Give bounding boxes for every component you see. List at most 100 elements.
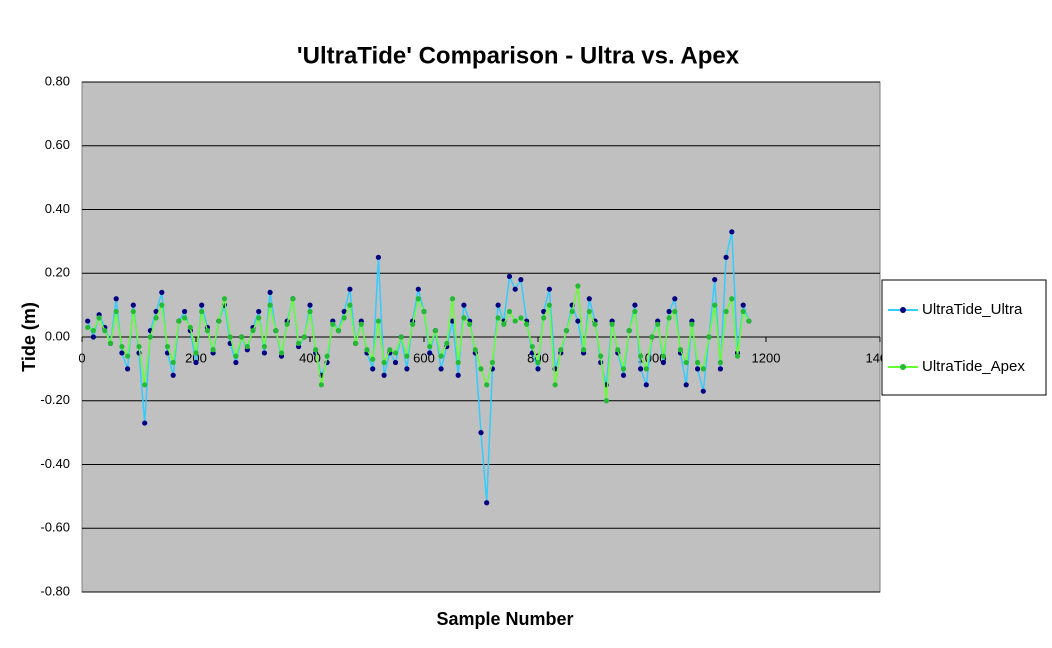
data-point	[546, 302, 553, 308]
data-point	[182, 308, 188, 315]
data-point	[734, 353, 741, 359]
data-point	[347, 286, 353, 292]
data-point	[643, 382, 649, 388]
data-point	[598, 353, 604, 359]
data-point	[518, 277, 524, 283]
y-tick-label: -0.60	[40, 520, 70, 535]
data-point	[563, 328, 570, 334]
legend-marker	[900, 307, 906, 313]
data-point	[307, 302, 313, 308]
data-point	[267, 289, 273, 295]
data-point	[541, 308, 547, 315]
data-point	[159, 302, 165, 308]
data-point	[375, 318, 381, 324]
data-point	[609, 321, 615, 327]
data-point	[364, 347, 370, 353]
data-point	[375, 254, 381, 260]
data-point	[233, 353, 239, 359]
legend-box	[881, 279, 1047, 396]
data-point	[717, 366, 724, 372]
data-point	[347, 302, 353, 308]
data-point	[301, 334, 307, 340]
data-point	[387, 347, 393, 353]
data-point	[404, 353, 410, 359]
data-point	[586, 308, 592, 315]
data-point	[638, 366, 644, 372]
data-point	[586, 296, 592, 302]
data-point	[421, 308, 427, 315]
data-point	[643, 366, 649, 372]
data-point	[221, 296, 228, 302]
data-point	[290, 296, 296, 302]
data-point	[695, 366, 701, 372]
data-point	[136, 343, 142, 350]
data-point	[444, 340, 450, 346]
data-point	[638, 353, 644, 359]
data-point	[484, 500, 490, 506]
chart-title: 'UltraTide' Comparison - Ultra vs. Apex	[297, 42, 740, 69]
data-point	[335, 328, 342, 334]
data-point	[341, 315, 347, 321]
data-point	[318, 382, 324, 388]
data-point	[512, 318, 518, 324]
data-point	[672, 308, 678, 315]
data-point	[370, 356, 376, 362]
data-point	[278, 350, 285, 356]
data-point	[153, 315, 159, 321]
data-point	[170, 359, 176, 366]
data-point	[740, 308, 746, 315]
data-point	[449, 296, 456, 302]
data-point	[632, 308, 638, 315]
data-point	[193, 350, 199, 356]
data-point	[489, 359, 495, 366]
data-point	[142, 420, 148, 426]
data-point	[267, 302, 273, 308]
data-point	[461, 315, 467, 321]
data-point	[199, 302, 205, 308]
data-point	[182, 315, 188, 321]
data-point	[204, 328, 210, 334]
data-point	[620, 366, 627, 372]
data-point	[130, 302, 136, 308]
data-point	[113, 308, 119, 315]
data-point	[410, 321, 416, 327]
y-tick-label: 0.40	[45, 201, 70, 216]
data-point	[404, 366, 410, 372]
data-point	[210, 347, 216, 353]
data-point	[484, 382, 490, 388]
data-point	[729, 296, 735, 302]
data-point	[381, 372, 387, 378]
legend-marker	[900, 364, 906, 370]
data-point	[683, 382, 689, 388]
data-point	[689, 321, 695, 327]
data-point	[341, 308, 347, 315]
data-point	[472, 347, 478, 353]
data-point	[626, 328, 632, 334]
data-point	[660, 353, 667, 359]
data-point	[512, 286, 518, 292]
data-point	[438, 353, 444, 359]
data-point	[683, 359, 689, 366]
y-tick-label: 0.60	[45, 137, 70, 152]
data-point	[147, 334, 153, 340]
data-point	[495, 315, 501, 321]
data-point	[398, 334, 404, 340]
data-point	[723, 308, 729, 315]
data-point	[581, 347, 587, 353]
data-point	[244, 343, 250, 350]
data-point	[592, 321, 598, 327]
data-point	[478, 430, 484, 436]
data-point	[370, 366, 376, 372]
data-point	[153, 308, 159, 315]
data-point	[284, 321, 290, 327]
data-point	[620, 372, 627, 378]
data-point	[313, 347, 319, 353]
data-point	[666, 308, 672, 315]
data-point	[102, 328, 108, 334]
data-point	[455, 359, 461, 366]
x-tick-label: 0	[78, 350, 85, 365]
data-point	[307, 308, 313, 315]
data-point	[649, 334, 655, 340]
data-point	[746, 318, 752, 324]
data-point	[700, 388, 706, 394]
